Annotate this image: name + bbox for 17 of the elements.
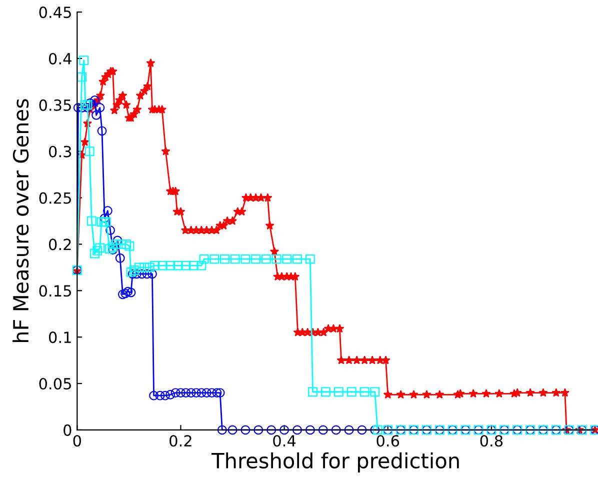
- y-axis-title: hF Measure over Genes: [12, 99, 29, 342]
- x-tick-label: 0.6: [376, 435, 400, 447]
- y-tick-label: 0.15: [39, 285, 71, 297]
- y-tick-label: 0.3: [48, 146, 72, 158]
- x-tick-label: 0: [73, 435, 81, 447]
- y-tick-label: 0: [64, 424, 72, 436]
- x-tick-label: 0.2: [170, 435, 192, 447]
- y-tick-label: 0.35: [39, 99, 71, 111]
- y-tick-label: 0.1: [48, 332, 71, 344]
- y-tick-label: 0.05: [39, 378, 71, 390]
- y-tick-label: 0.25: [39, 192, 71, 204]
- x-tick-label: 0.4: [273, 435, 296, 447]
- x-tick-label: 0.8: [480, 435, 503, 447]
- y-tick-label: 0.4: [48, 52, 72, 65]
- y-tick-label: 0.2: [48, 238, 71, 250]
- y-tick-label: 0.45: [39, 6, 71, 18]
- x-axis-title: Threshold for prediction: [211, 452, 459, 473]
